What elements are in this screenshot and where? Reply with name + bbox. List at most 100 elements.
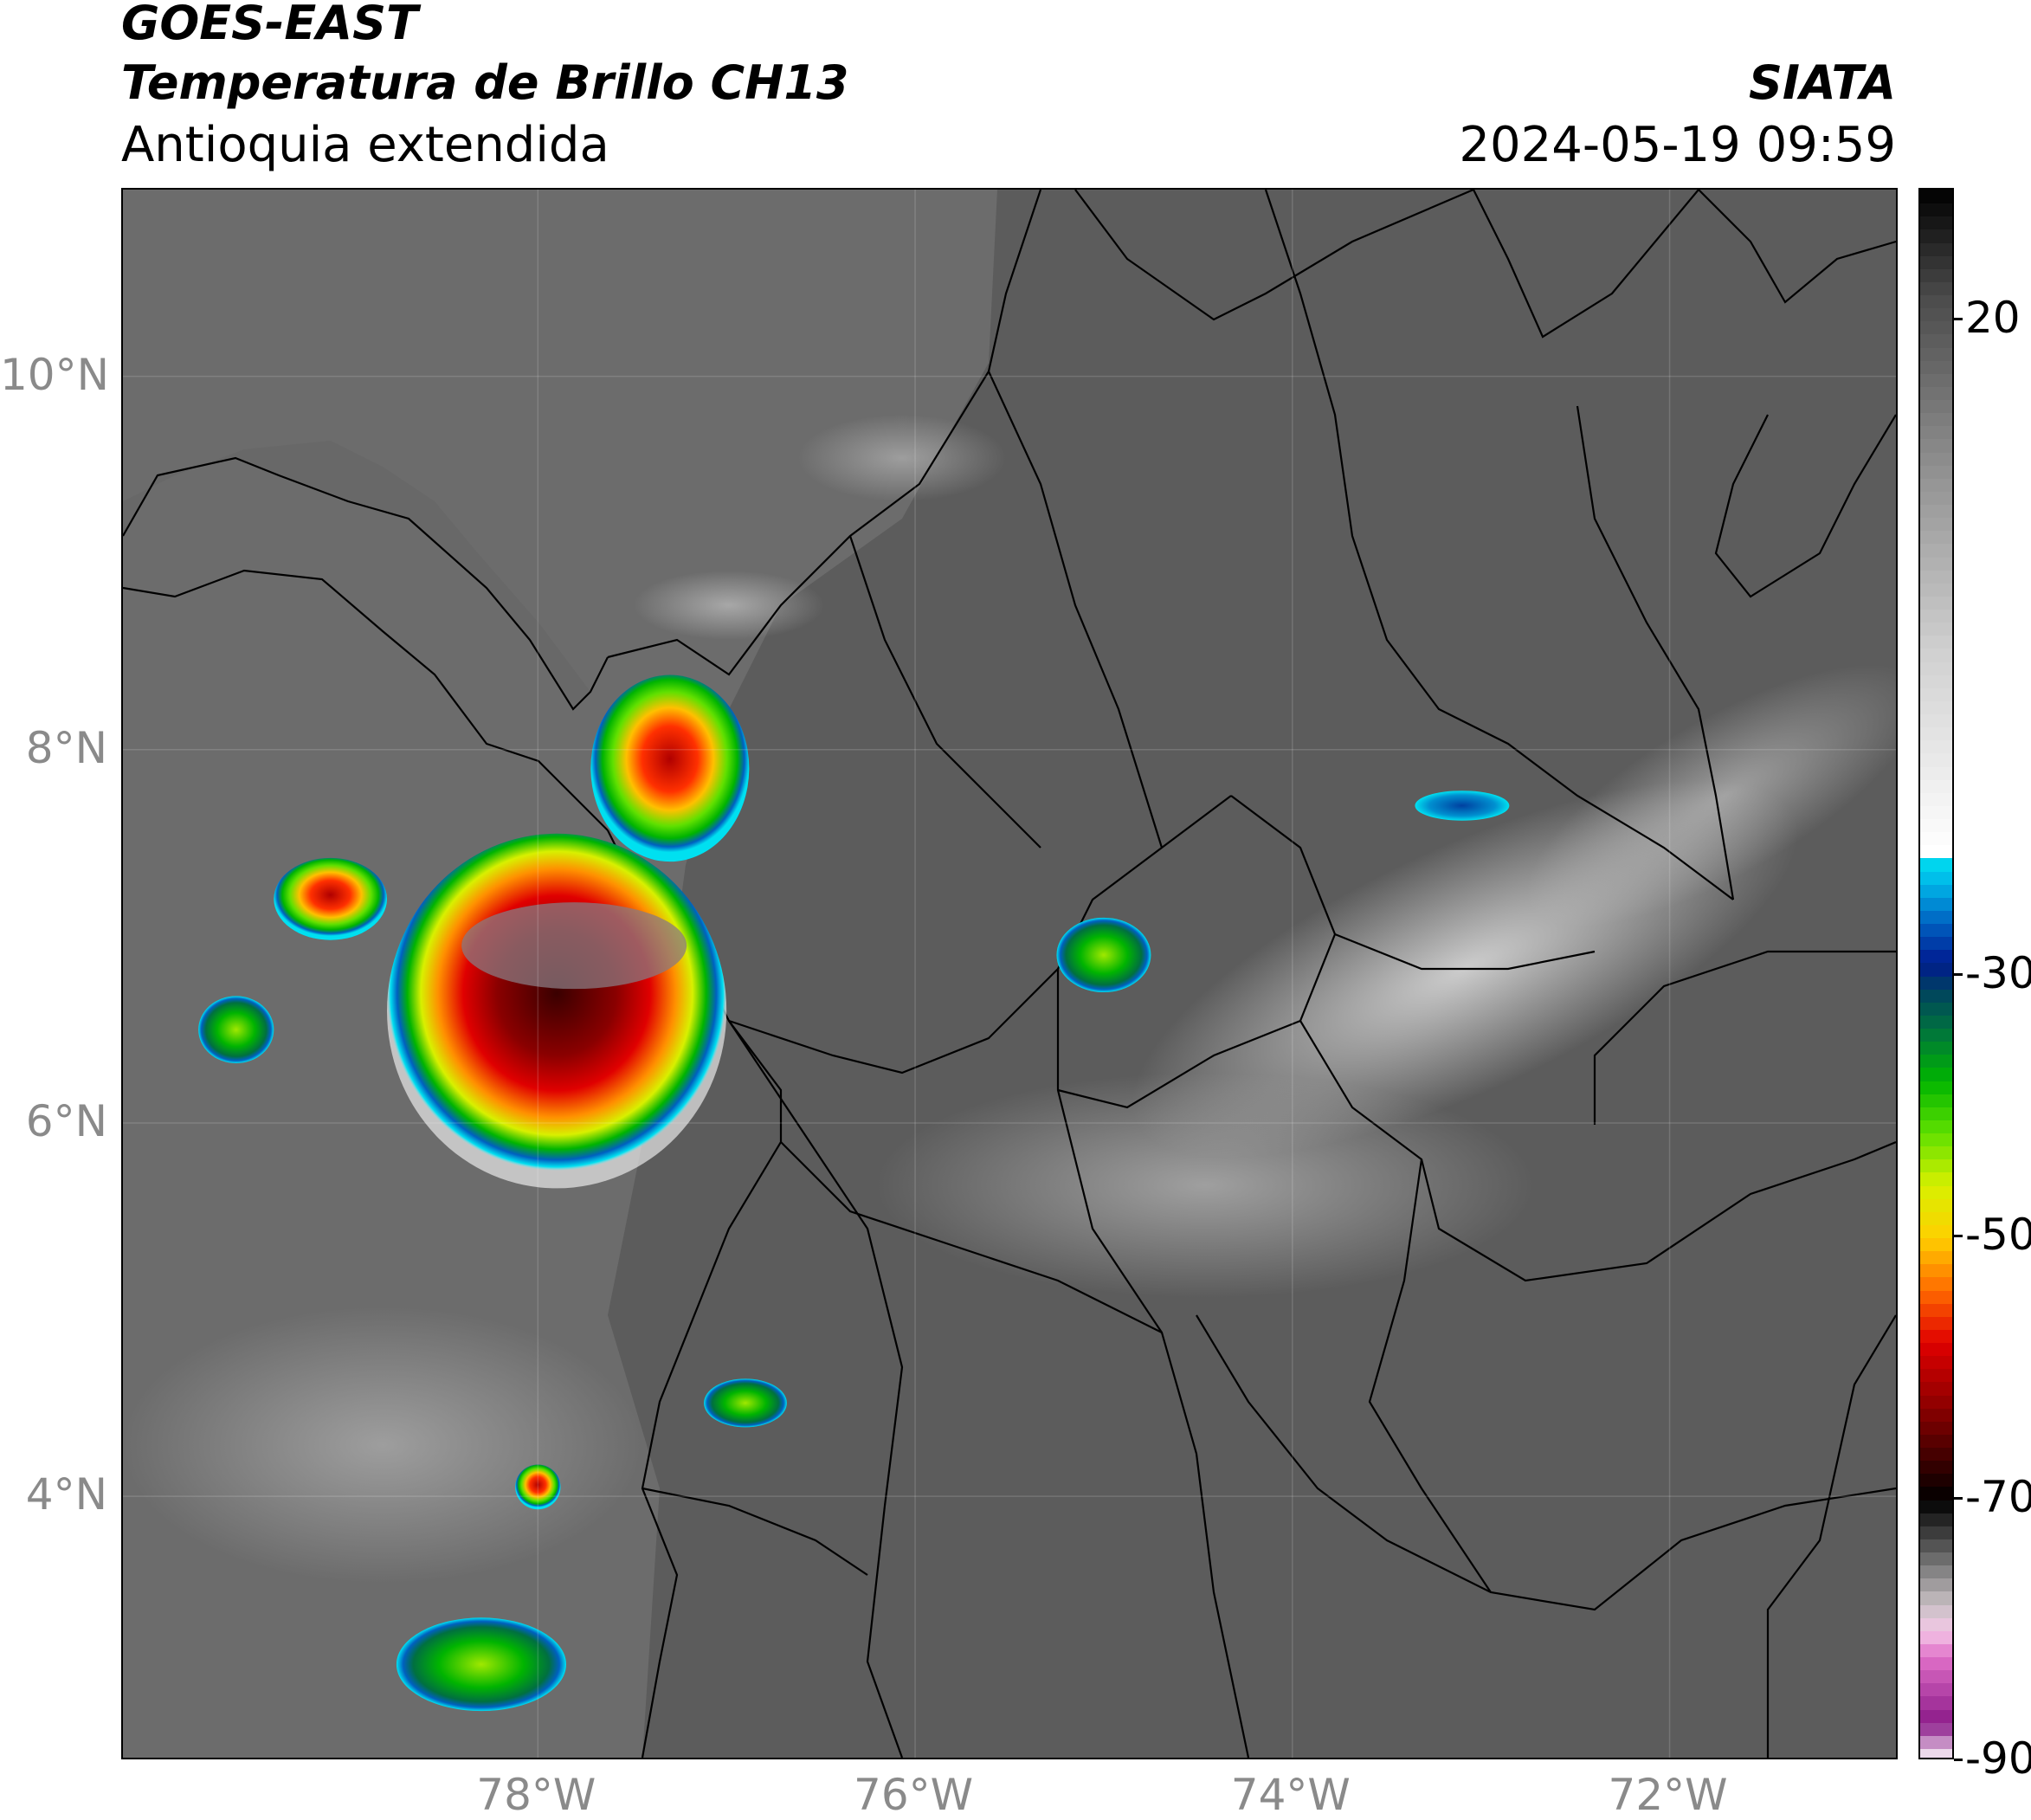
colorbar-swatch — [1920, 268, 1952, 282]
colorbar-swatch — [1920, 451, 1952, 466]
colorbar-swatch — [1920, 1080, 1952, 1094]
colorbar-tick — [1954, 318, 1963, 321]
colorbar-label: -50 — [1965, 1210, 2031, 1260]
region-subtitle: Antioquia extendida — [121, 117, 609, 173]
colorbar-swatch — [1920, 425, 1952, 440]
colorbar-swatch — [1920, 936, 1952, 951]
colorbar-swatch — [1920, 609, 1952, 623]
colorbar-swatch — [1920, 1328, 1952, 1343]
colorbar-tick — [1954, 972, 1963, 976]
colorbar-swatch — [1920, 229, 1952, 243]
colorbar-swatch — [1920, 190, 1952, 204]
colorbar-swatch — [1920, 1617, 1952, 1631]
colorbar-swatch — [1920, 1263, 1952, 1278]
colorbar-swatch — [1920, 1067, 1952, 1081]
colorbar-swatch — [1920, 870, 1952, 885]
colorbar-swatch — [1920, 1093, 1952, 1107]
colorbar-swatch — [1920, 1250, 1952, 1265]
timestamp: 2024-05-19 09:59 — [1459, 117, 1896, 173]
colorbar-swatch — [1920, 1146, 1952, 1160]
storm-cell — [198, 996, 274, 1063]
colorbar-swatch — [1920, 648, 1952, 662]
colorbar-swatch — [1920, 1499, 1952, 1513]
colorbar-swatch — [1920, 412, 1952, 427]
colorbar-swatch — [1920, 1565, 1952, 1579]
storm-cell — [396, 1617, 566, 1712]
colorbar-swatch — [1920, 1420, 1952, 1435]
colorbar-swatch — [1920, 1342, 1952, 1357]
graticule — [123, 190, 1896, 1758]
colorbar-swatch — [1920, 333, 1952, 348]
colorbar-swatch — [1920, 1656, 1952, 1671]
colorbar-swatch — [1920, 307, 1952, 322]
map-canvas — [123, 190, 1896, 1758]
colorbar-swatch — [1920, 294, 1952, 309]
colorbar-swatch — [1920, 464, 1952, 479]
colorbar-swatch — [1920, 556, 1952, 571]
colorbar-swatch — [1920, 661, 1952, 675]
colorbar-swatch — [1920, 281, 1952, 295]
colorbar-swatch — [1920, 1407, 1952, 1422]
colorbar-swatch — [1920, 857, 1952, 872]
colorbar-swatch — [1920, 1708, 1952, 1723]
temperature-colorbar — [1918, 188, 1954, 1759]
colorbar-swatch — [1920, 1171, 1952, 1186]
product-title: GOES-EAST — [121, 0, 418, 50]
colorbar-swatch — [1920, 1512, 1952, 1526]
storm-cell — [387, 833, 727, 1189]
brand-label: SIATA — [1748, 55, 1896, 110]
colorbar-swatch — [1920, 1721, 1952, 1736]
colorbar-swatch — [1920, 504, 1952, 519]
colorbar-swatch — [1920, 1368, 1952, 1383]
colorbar-swatch — [1920, 1447, 1952, 1462]
cloud-patch — [798, 415, 1006, 501]
colorbar-swatch — [1920, 569, 1952, 584]
colorbar-swatch — [1920, 1133, 1952, 1147]
colorbar-swatch — [1920, 477, 1952, 492]
cloud-band — [123, 1307, 642, 1584]
lon-tick-label: 76°W — [854, 1770, 974, 1820]
colorbar-tick — [1954, 1235, 1963, 1237]
colorbar-swatch — [1920, 752, 1952, 767]
colorbar-tick — [1954, 1759, 1963, 1761]
colorbar-swatch — [1920, 896, 1952, 911]
channel-title: Temperatura de Brillo CH13 — [121, 55, 849, 110]
colorbar-swatch — [1920, 883, 1952, 898]
colorbar-swatch — [1920, 765, 1952, 780]
colorbar-swatch — [1920, 255, 1952, 269]
colorbar-swatch — [1920, 1315, 1952, 1330]
colorbar-swatch — [1920, 543, 1952, 558]
colorbar-swatch — [1920, 1237, 1952, 1252]
colorbar-label: 20 — [1965, 293, 2021, 344]
storm-cell — [590, 674, 750, 862]
colorbar-swatch — [1920, 203, 1952, 217]
colorbar-swatch — [1920, 1210, 1952, 1225]
colorbar-swatch — [1920, 687, 1952, 701]
colorbar-swatch — [1920, 242, 1952, 256]
colorbar-swatch — [1920, 320, 1952, 335]
colorbar-swatch — [1920, 1184, 1952, 1199]
cloud-band — [1525, 664, 1896, 927]
colorbar-swatch — [1920, 909, 1952, 924]
colorbar-swatch — [1920, 635, 1952, 649]
colorbar-swatch — [1920, 1119, 1952, 1133]
colorbar-label: -70 — [1965, 1471, 2031, 1522]
colorbar-swatch — [1920, 490, 1952, 505]
colorbar-swatch — [1920, 1223, 1952, 1238]
lat-tick-label: 6°N — [25, 1095, 107, 1146]
colorbar-swatch — [1920, 438, 1952, 453]
colorbar-swatch — [1920, 595, 1952, 610]
colorbar-swatch — [1920, 1669, 1952, 1684]
colorbar-swatch — [1920, 1486, 1952, 1501]
colorbar-swatch — [1920, 1355, 1952, 1370]
colorbar-swatch — [1920, 1473, 1952, 1488]
colorbar-swatch — [1920, 582, 1952, 597]
colorbar-swatch — [1920, 1197, 1952, 1212]
coastlines-borders — [123, 190, 1896, 1758]
colorbar-label: -90 — [1965, 1733, 2031, 1784]
colorbar-swatch — [1920, 674, 1952, 688]
satellite-map[interactable] — [121, 188, 1898, 1759]
colorbar-swatch — [1920, 216, 1952, 230]
colorbar-swatch — [1920, 818, 1952, 833]
colorbar-swatch — [1920, 1001, 1952, 1016]
